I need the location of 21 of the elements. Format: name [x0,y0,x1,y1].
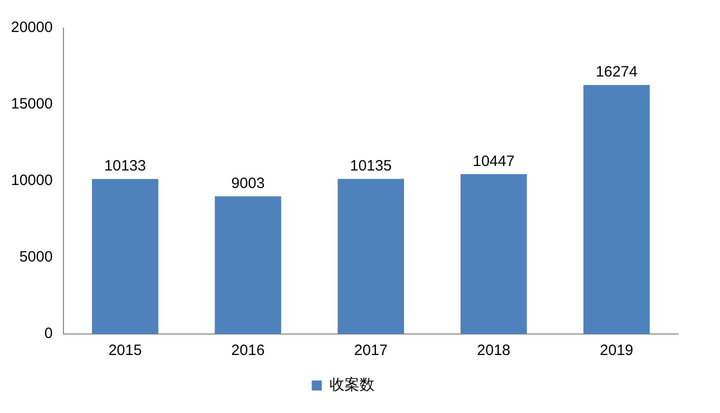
bar [214,196,282,334]
x-tick-label: 2018 [477,342,510,360]
data-label: 9003 [231,174,265,192]
y-tick-label: 0 [44,325,53,342]
x-tick-label: 2015 [108,342,142,360]
bar [92,178,158,334]
data-label: 10133 [104,158,146,175]
y-tick-label: 10000 [10,172,53,190]
y-tick-label: 20000 [10,19,53,36]
x-tick-label: 2019 [600,342,634,360]
bar [583,85,650,334]
legend-label: 收案数 [329,375,374,394]
x-tick-label: 2016 [231,342,265,360]
bar [460,174,527,334]
y-tick-label: 15000 [10,96,53,113]
data-label: 10447 [472,152,515,170]
data-label: 16274 [596,64,638,81]
data-label: 10135 [350,158,392,175]
x-tick-label: 2017 [354,342,388,360]
bar [338,178,404,334]
y-tick-label: 5000 [19,248,53,266]
